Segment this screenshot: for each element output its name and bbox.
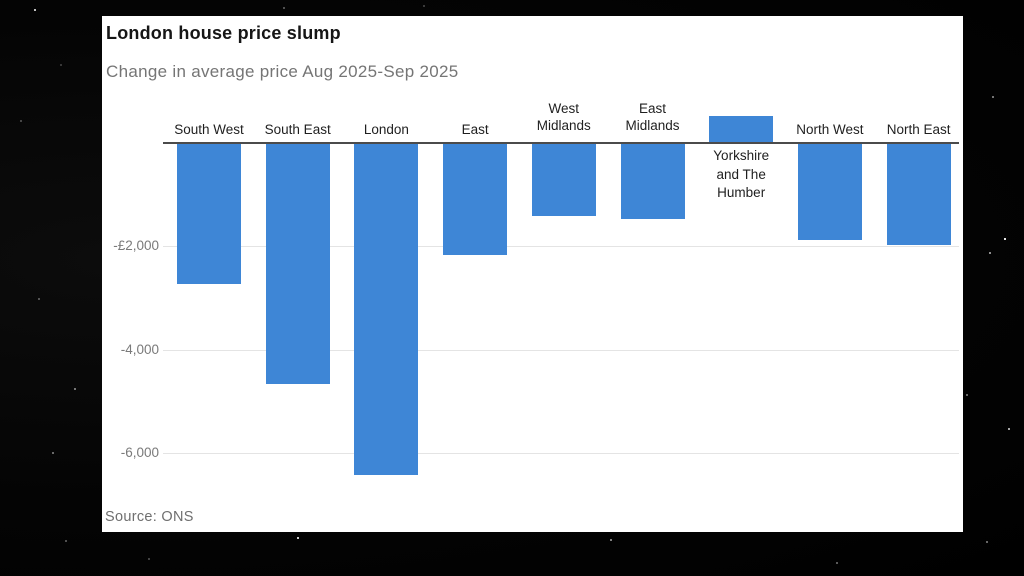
bar-north-east xyxy=(886,144,951,245)
category-label-line: South West xyxy=(174,122,244,137)
category-label-north-east: North East xyxy=(864,121,974,138)
chart-title: London house price slump xyxy=(106,23,341,43)
bar-west-midlands xyxy=(531,144,596,217)
y-tick-label-4000: -4,000 xyxy=(120,341,159,357)
source-note: Source: ONS xyxy=(105,509,194,525)
bar-north-west xyxy=(797,144,862,240)
category-label-east-midlands: East Midlands xyxy=(598,100,708,134)
category-label-line: Humber xyxy=(717,185,766,200)
bar-east-midlands xyxy=(620,144,685,219)
category-label-line: South East xyxy=(264,122,331,137)
category-label-line: East xyxy=(461,122,489,137)
category-label-south-west: South West xyxy=(154,121,264,138)
chart-card: London house price slump Change in avera… xyxy=(102,16,963,532)
bar-london xyxy=(354,144,419,475)
category-label-line: North West xyxy=(796,122,864,137)
y-tick-label-6000: -6,000 xyxy=(120,445,159,461)
y-tick-label-2000: -£2,000 xyxy=(113,238,159,254)
bar-south-west xyxy=(177,144,241,284)
category-label-line: North East xyxy=(886,122,951,137)
category-label-north-west: North West xyxy=(775,121,885,138)
category-label-line: London xyxy=(363,122,409,137)
background-grain xyxy=(0,0,2,2)
category-label-west-midlands: West Midlands xyxy=(509,100,619,134)
category-label-line: West xyxy=(548,101,580,116)
category-label-line: East xyxy=(638,101,666,116)
category-label-line: and The xyxy=(716,166,766,182)
category-label-yorkshire-and-the-humber: Yorkshire and The Humber xyxy=(686,147,796,203)
x-axis-zero-line xyxy=(163,142,959,144)
gridline-4000 xyxy=(163,349,959,351)
category-label-london: London xyxy=(331,121,441,138)
chart-subtitle: Change in average price Aug 2025-Sep 202… xyxy=(106,62,459,81)
category-label-line: Midlands xyxy=(625,118,680,133)
category-label-south-east: South East xyxy=(243,121,353,138)
category-label-east: East xyxy=(420,121,530,138)
category-label-line: Yorkshire xyxy=(713,148,770,163)
gridline-6000 xyxy=(163,453,959,455)
gridline-2000 xyxy=(163,246,959,248)
category-label-line: Midlands xyxy=(536,118,591,133)
bar-south-east xyxy=(265,144,330,385)
bar-east xyxy=(443,144,508,256)
bar-chart-plot-area: -£2,000 -4,000 -6,000 South West South East L… xyxy=(102,16,963,532)
bar-yorkshire-and-the-humber xyxy=(709,116,774,143)
